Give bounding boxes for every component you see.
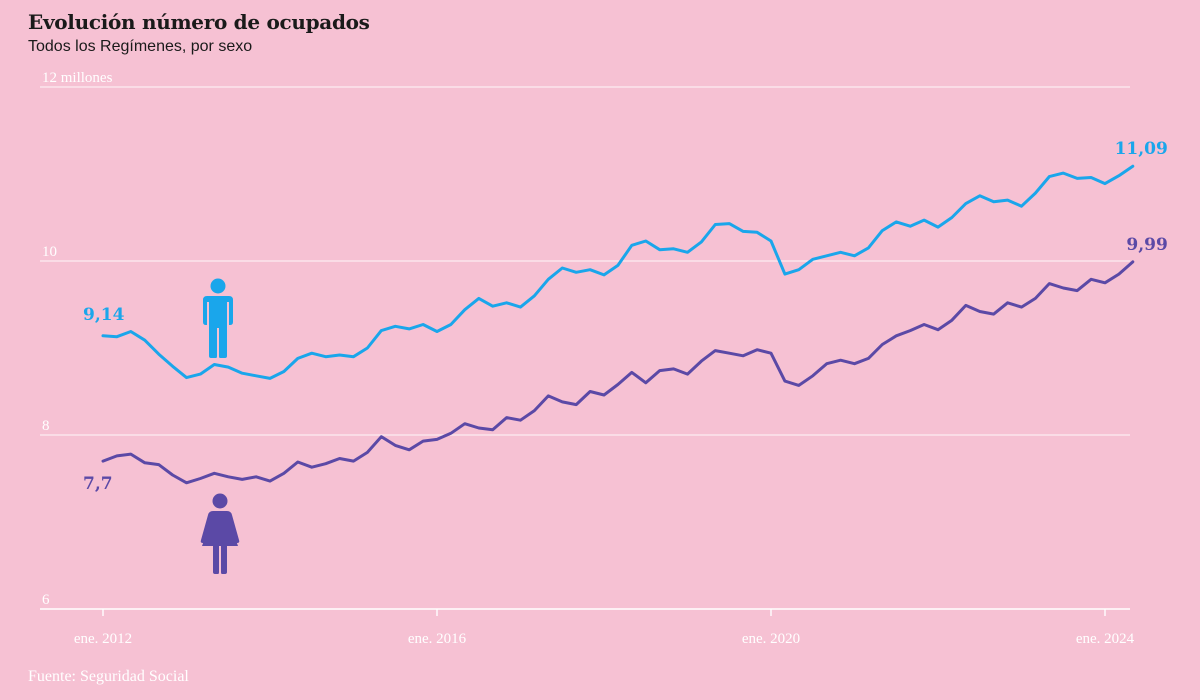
y-axis-ticks: 12 millones 10 8 6 [42, 70, 113, 608]
x-tick-label: ene. 2012 [74, 631, 132, 647]
x-axis-ticks: ene. 2012 ene. 2016 ene. 2020 ene. 2024 [74, 609, 1135, 647]
y-tick-label: 6 [42, 592, 50, 608]
series-labels: 9,14 11,09 7,7 9,99 [83, 139, 1168, 494]
y-tick-label: 8 [42, 418, 50, 434]
source-note: Fuente: Seguridad Social [28, 668, 189, 685]
x-tick-label: ene. 2020 [742, 631, 800, 647]
x-tick-label: ene. 2016 [408, 631, 467, 647]
start-label-women: 7,7 [83, 474, 113, 494]
end-label-women: 9,99 [1126, 235, 1167, 255]
y-tick-label: 10 [42, 244, 57, 260]
x-tick-label: ene. 2024 [1076, 631, 1135, 647]
chart-title: Evolución número de ocupados [28, 10, 370, 34]
end-label-men: 11,09 [1115, 139, 1168, 159]
series-lines [101, 164, 1135, 485]
y-tick-label: 12 millones [42, 70, 113, 86]
start-label-men: 9,14 [83, 305, 125, 325]
gridlines [40, 86, 1130, 610]
series-line-men [101, 164, 1135, 380]
woman-icon [200, 493, 240, 574]
series-line-women [101, 260, 1135, 485]
man-icon [203, 278, 233, 358]
chart-subtitle: Todos los Regímenes, por sexo [28, 38, 253, 55]
